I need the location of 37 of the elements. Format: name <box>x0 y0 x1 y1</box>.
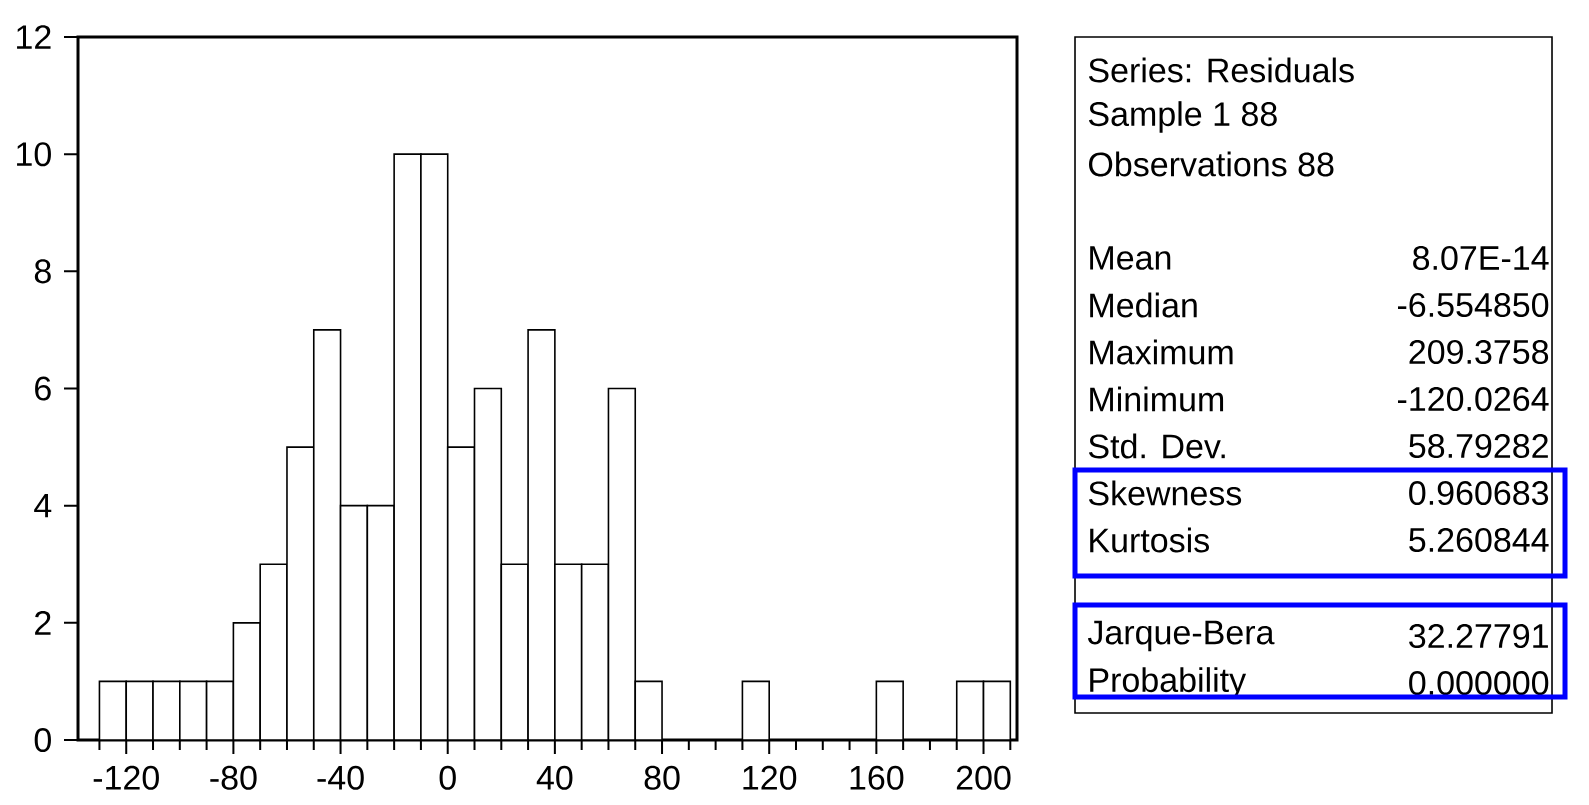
y-tick-label: 4 <box>34 493 52 518</box>
x-tick-label: 80 <box>644 765 680 790</box>
y-tick-label: 12 <box>17 25 51 49</box>
text: 32.27791 <box>1409 623 1548 649</box>
y-tick-label: 8 <box>34 259 51 284</box>
text: -6.554850 <box>1397 292 1549 318</box>
text: Std. Dev. <box>1088 433 1225 459</box>
x-tick-label: -40 <box>317 765 364 790</box>
text: 8.07E-14 <box>1413 245 1549 271</box>
text: Skewness <box>1088 480 1242 506</box>
x-tick-label: 160 <box>850 765 904 790</box>
text: 58.79282 <box>1409 433 1548 459</box>
x-tick-label: 120 <box>743 765 797 790</box>
x-tick-label: 40 <box>536 765 573 790</box>
text: Series: Residuals <box>1088 57 1354 83</box>
x-tick-label: -120 <box>93 765 159 790</box>
text: 5.260844 <box>1409 527 1549 553</box>
y-tick-label: 6 <box>35 376 51 401</box>
text: Minimum <box>1090 386 1224 412</box>
x-tick-label: 200 <box>956 765 1011 790</box>
text: -120.0264 <box>1397 386 1549 412</box>
text: Mean <box>1090 246 1171 270</box>
y-tick-label: 0 <box>34 727 51 753</box>
x-tick-label: 0 <box>439 765 456 790</box>
x-tick-label: -80 <box>210 765 257 790</box>
text: Observations 88 <box>1089 151 1334 177</box>
y-tick-label: 2 <box>35 610 51 635</box>
text: Probability <box>1090 667 1247 699</box>
y-tick-label: 10 <box>17 142 51 167</box>
text: Maximum <box>1090 339 1233 365</box>
text: 209.3758 <box>1409 339 1549 365</box>
text: 0.960683 <box>1409 480 1549 506</box>
text: Median <box>1090 292 1197 318</box>
text: 0.000000 <box>1409 670 1549 696</box>
text: Sample 1 88 <box>1088 101 1277 133</box>
text: Jarque-Bera <box>1087 620 1275 652</box>
text: Kurtosis <box>1090 527 1209 553</box>
